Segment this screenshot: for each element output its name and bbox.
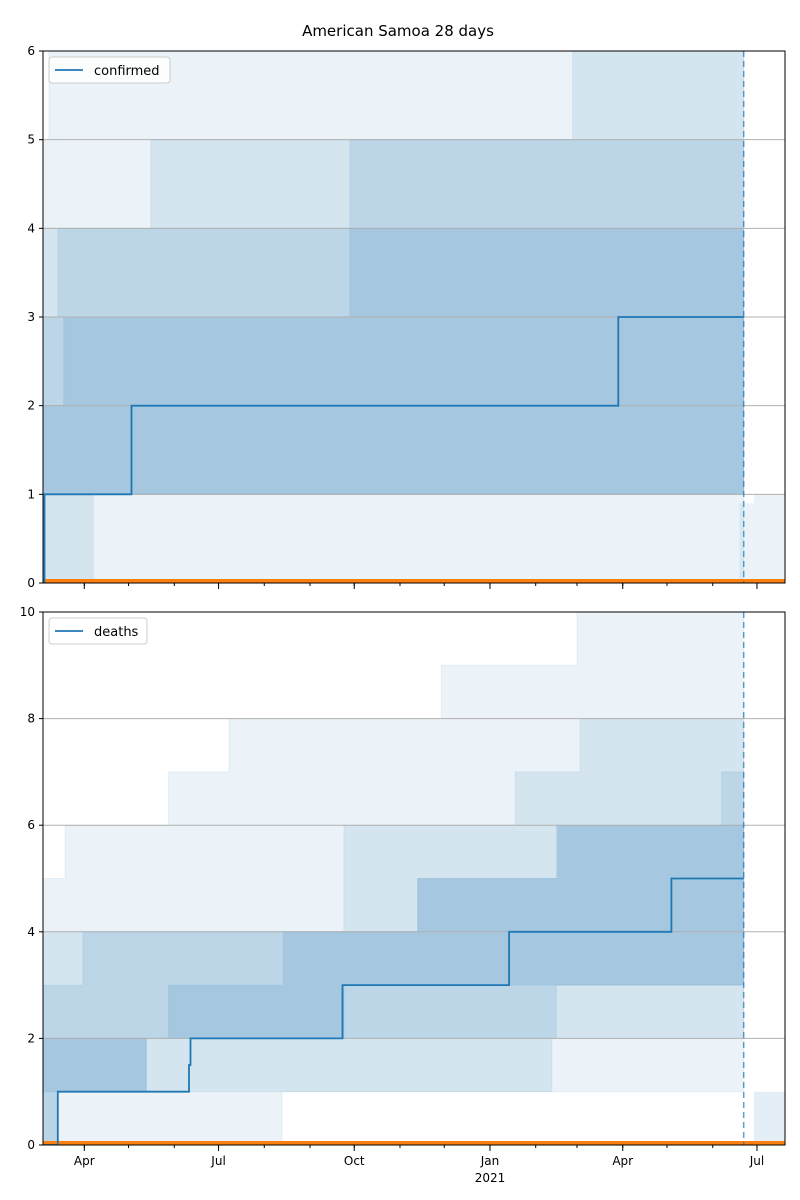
panel-deaths: 0 2 4 6 8 10 deaths bbox=[20, 605, 786, 1152]
legend-label: deaths bbox=[94, 625, 139, 640]
x-axis: Apr Jul Oct Jan 2021 Apr Jul bbox=[74, 1154, 764, 1185]
y-tick-label: 1 bbox=[27, 487, 35, 501]
x-tick-label: Apr bbox=[74, 1154, 95, 1168]
axes-frame bbox=[42, 611, 786, 1146]
y-tick-label: 5 bbox=[27, 133, 35, 147]
y-tick-label: 0 bbox=[27, 1138, 35, 1152]
legend-label: confirmed bbox=[94, 64, 160, 79]
x-tick-label: Jan bbox=[480, 1154, 500, 1168]
series-line-deaths bbox=[43, 877, 744, 1145]
tail-band bbox=[739, 494, 785, 583]
plot-area bbox=[43, 51, 785, 583]
series-line-confirmed bbox=[43, 316, 744, 583]
y-tick-label: 6 bbox=[27, 44, 35, 58]
y-tick-label: 2 bbox=[27, 1031, 35, 1045]
legend: confirmed bbox=[48, 56, 171, 84]
x-tick-sublabel: 2021 bbox=[475, 1171, 506, 1185]
legend-box bbox=[48, 56, 171, 84]
x-tick-label: Oct bbox=[344, 1154, 365, 1168]
legend-box bbox=[48, 617, 148, 645]
y-tick-label: 4 bbox=[27, 925, 35, 939]
y-tick-label: 10 bbox=[20, 605, 35, 619]
x-tick-label: Jul bbox=[749, 1154, 764, 1168]
plot-area bbox=[43, 612, 785, 1145]
y-tick-label: 4 bbox=[27, 221, 35, 235]
tail-band bbox=[754, 1091, 785, 1145]
y-tick-label: 0 bbox=[27, 576, 35, 590]
x-tick-label: Jul bbox=[210, 1154, 225, 1168]
legend: deaths bbox=[48, 617, 148, 645]
panel-confirmed: 0 1 2 3 4 5 6 confirmed bbox=[27, 44, 786, 590]
chart-title: American Samoa 28 days bbox=[302, 22, 494, 40]
x-tick-label: Apr bbox=[612, 1154, 633, 1168]
y-tick-label: 3 bbox=[27, 310, 35, 324]
y-tick-label: 8 bbox=[27, 712, 35, 726]
y-tick-label: 6 bbox=[27, 818, 35, 832]
y-tick-label: 2 bbox=[27, 399, 35, 413]
